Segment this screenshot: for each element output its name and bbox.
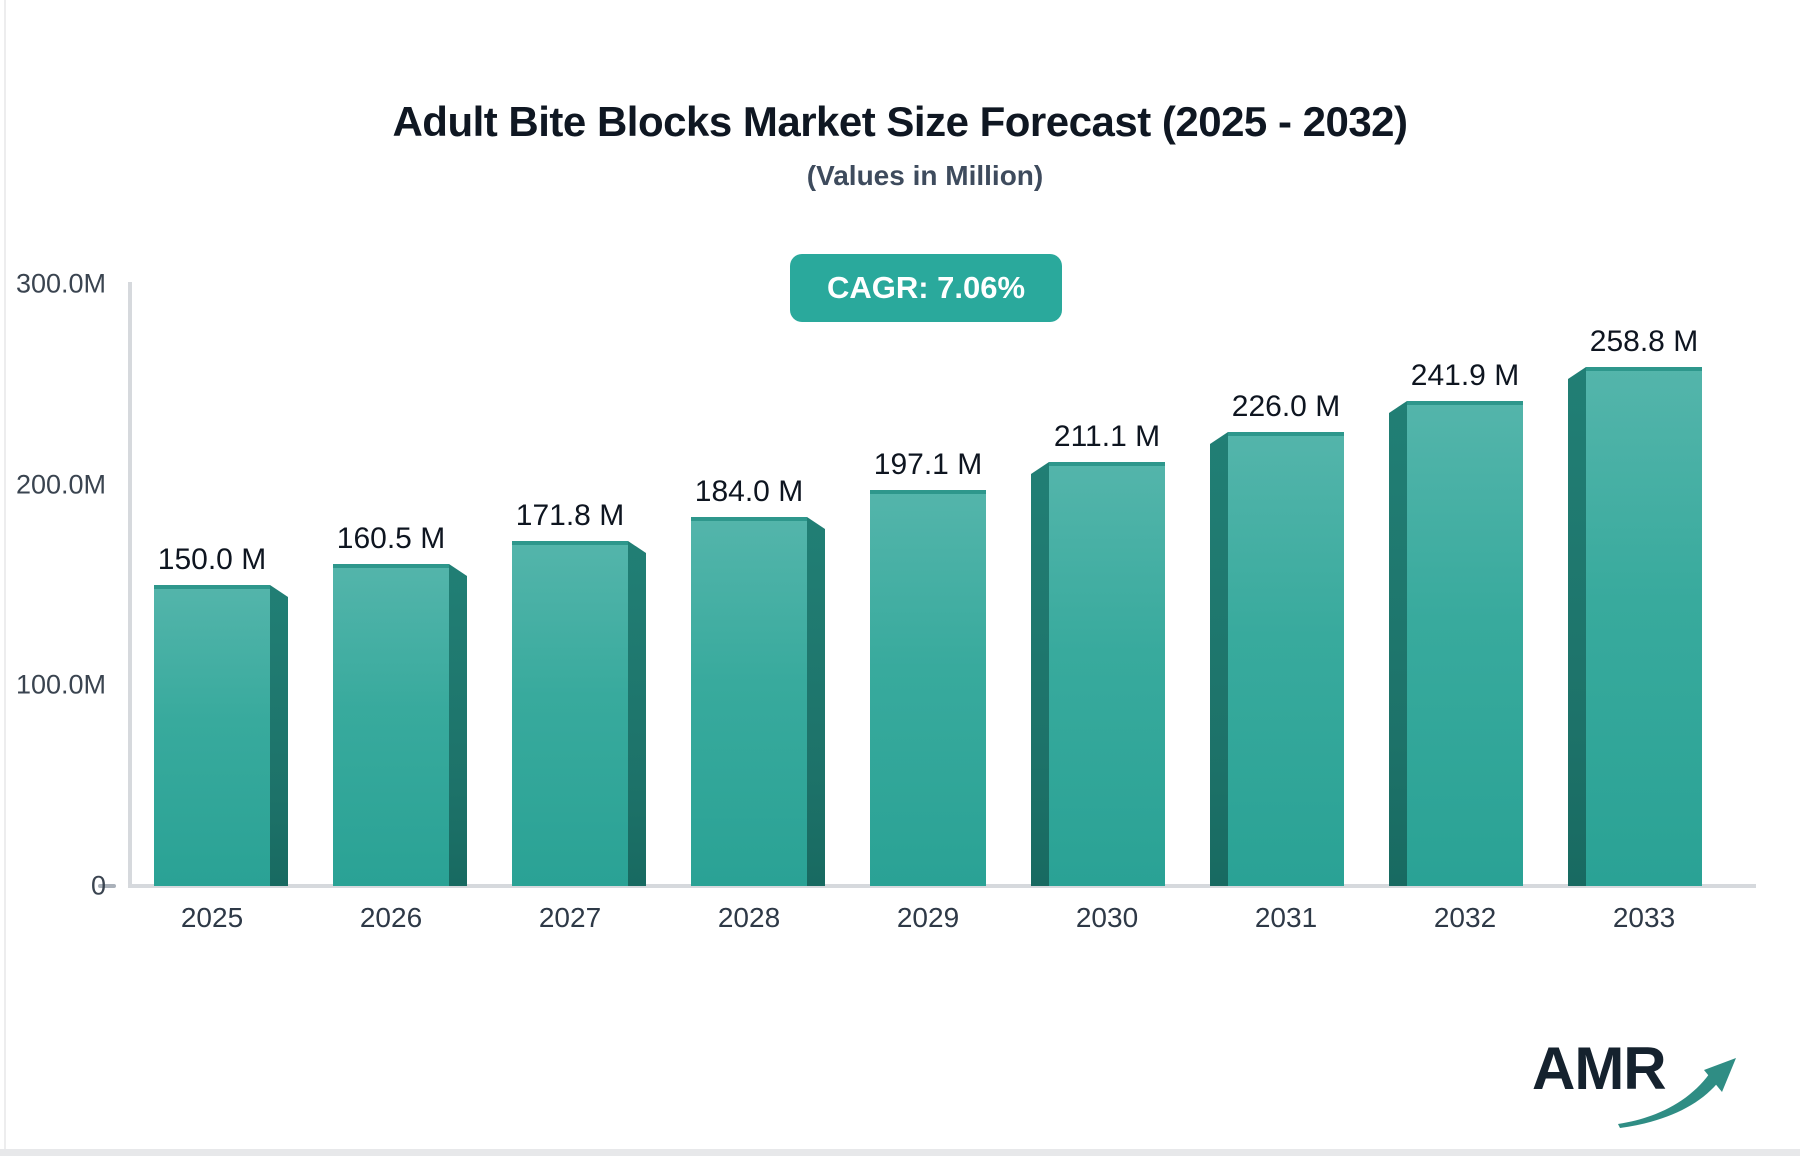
value-label-2028: 184.0 M: [694, 475, 804, 508]
value-label-2026: 160.5 M: [336, 522, 446, 555]
x-tick-label-2026: 2026: [359, 902, 423, 933]
left-edge-line: [4, 0, 6, 1149]
value-label-2033: 258.8 M: [1589, 325, 1699, 358]
bar-2027-side-face: [628, 541, 646, 886]
bar-2028: [691, 517, 807, 886]
bar-2025-side-face: [270, 585, 288, 886]
value-label-2032: 241.9 M: [1410, 359, 1520, 392]
chart-title: Adult Bite Blocks Market Size Forecast (…: [392, 98, 1408, 145]
amr-logo-text: AMR: [1532, 1035, 1667, 1102]
x-tick-label-2031: 2031: [1254, 902, 1318, 933]
bar-2028-side-face: [807, 517, 825, 886]
bar-2033: [1586, 367, 1702, 886]
bar-2031-side-face: [1210, 432, 1228, 886]
y-axis-line: [128, 282, 132, 888]
y-tick-label-100.0M: 100.0M: [15, 669, 106, 700]
value-label-2025: 150.0 M: [157, 543, 267, 576]
bar-2026-side-face: [449, 564, 467, 886]
bar-2030-side-face: [1031, 462, 1049, 886]
cagr-badge: CAGR: 7.06%: [790, 254, 1062, 322]
bar-2033-side-face: [1568, 367, 1586, 886]
bar-2026: [333, 564, 449, 886]
y-tick-label-200.0M: 200.0M: [15, 469, 106, 500]
x-axis-baseline: [128, 884, 1756, 888]
bottom-strip: [0, 1149, 1800, 1156]
bar-2032-side-face: [1389, 401, 1407, 886]
amr-logo: AMR: [1532, 1028, 1736, 1128]
x-tick-label-2028: 2028: [717, 902, 781, 933]
value-label-2030: 211.1 M: [1053, 420, 1161, 453]
value-label-2029: 197.1 M: [873, 448, 983, 481]
x-tick-label-2030: 2030: [1075, 902, 1139, 933]
x-tick-label-2025: 2025: [180, 902, 244, 933]
y-tick-label-300.0M: 300.0M: [15, 268, 106, 299]
x-tick-label-2033: 2033: [1612, 902, 1676, 933]
value-label-2027: 171.8 M: [515, 499, 625, 532]
bar-2025: [154, 585, 270, 886]
growth-arrow-icon: [1618, 1058, 1736, 1128]
bar-2031: [1228, 432, 1344, 886]
bar-2030: [1049, 462, 1165, 886]
chart-subtitle: (Values in Million): [806, 160, 1044, 191]
x-tick-label-2032: 2032: [1433, 902, 1497, 933]
x-tick-label-2027: 2027: [538, 902, 602, 933]
cagr-badge-label: CAGR: 7.06%: [826, 270, 1026, 305]
zero-tick-mark: [98, 884, 116, 888]
x-tick-label-2029: 2029: [896, 902, 960, 933]
bar-2032: [1407, 401, 1523, 886]
bar-2027: [512, 541, 628, 886]
value-label-2031: 226.0 M: [1231, 390, 1341, 423]
bar-2029: [870, 490, 986, 886]
y-tick-label-0: 0: [90, 870, 106, 901]
